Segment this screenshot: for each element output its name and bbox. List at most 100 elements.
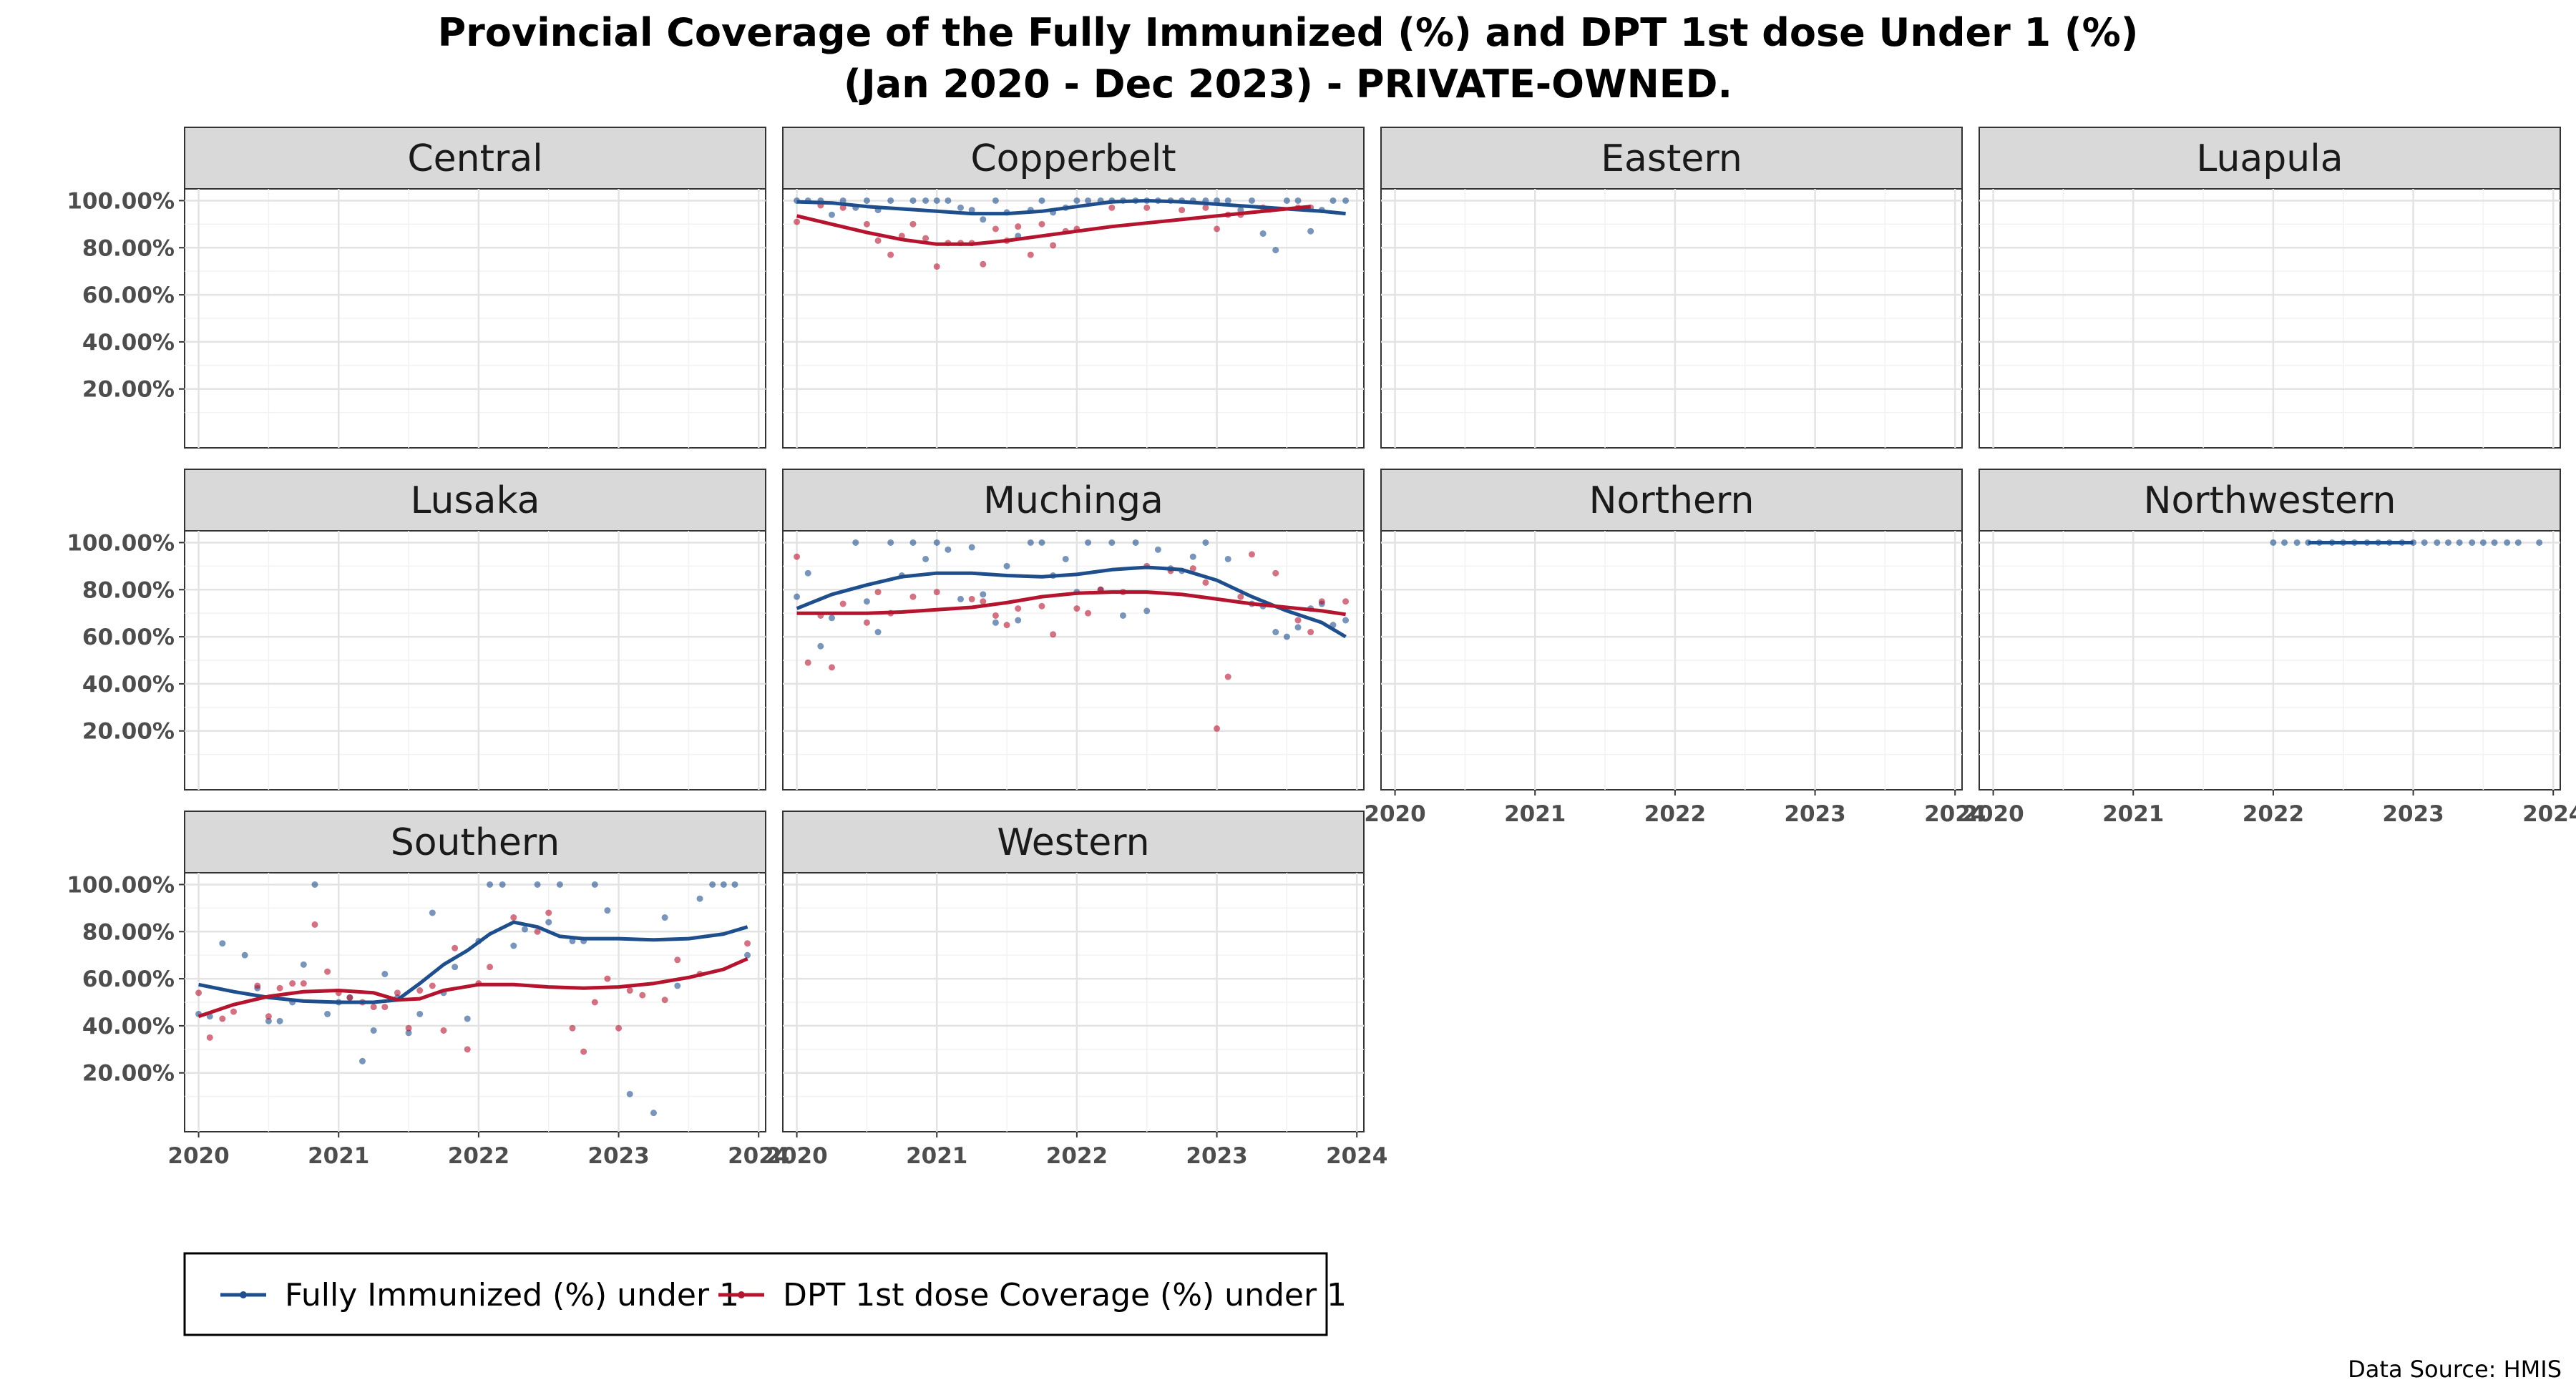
data-point-dpt-first-dose [874,237,882,244]
x-tick-label: 2022 [2243,801,2304,827]
x-tick-label: 2020 [766,1143,827,1169]
data-point-fully-immunized [661,914,668,921]
data-point-dpt-first-dose [874,589,882,596]
data-point-dpt-first-dose [744,940,751,947]
strip-western [782,811,1365,873]
data-point-fully-immunized [358,1057,366,1064]
data-point-dpt-first-dose [1224,673,1231,680]
data-point-dpt-first-dose [591,999,598,1006]
data-point-fully-immunized [863,598,870,605]
data-point-dpt-first-dose [230,1008,237,1015]
x-tick-label: 2022 [1046,1143,1108,1169]
panel-northern: Northern 2020 2021 2022 2023 2024 [1364,469,1986,827]
data-point-fully-immunized [1154,546,1161,553]
strip-label: Muchinga [983,479,1163,522]
x-tick-label: 2023 [587,1143,649,1169]
data-point-fully-immunized [1330,197,1337,204]
data-point-dpt-first-dose [1108,204,1116,211]
x-tick-label: 2024 [1924,801,1986,827]
y-tick-label: 60.00% [82,966,175,992]
data-point-dpt-first-dose [394,989,401,997]
data-point-dpt-first-dose [1237,593,1244,600]
data-point-fully-immunized [992,619,999,626]
data-point-dpt-first-dose [639,992,646,999]
data-point-dpt-first-dose [440,1027,447,1034]
data-point-fully-immunized [499,881,506,888]
panel-northwestern: Northwestern 2020 2021 2022 2023 2024 [1962,469,2576,827]
data-point-fully-immunized [817,642,824,650]
chart-title-line2: (Jan 2020 - Dec 2023) - PRIVATE-OWNED. [844,62,1732,107]
data-point-dpt-first-dose [933,589,940,596]
data-point-fully-immunized [2434,539,2441,546]
data-point-fully-immunized [2491,539,2498,546]
data-point-dpt-first-dose [416,987,424,994]
data-point-fully-immunized [604,907,611,914]
strip-northwestern [1979,469,2561,532]
data-point-dpt-first-dose [863,619,870,626]
data-point-dpt-first-dose [1214,225,1221,232]
data-point-fully-immunized [887,539,894,546]
data-point-fully-immunized [265,1017,272,1024]
y-tick-label: 60.00% [82,283,175,308]
panel-central: Central 20.00% 40.00% 60.00% 80.00% 100.00% [67,127,766,449]
panel-luapula: Luapula [1979,127,2561,449]
data-point-fully-immunized [1003,562,1010,569]
data-point-dpt-first-dose [381,1004,389,1011]
panel-copperbelt: Copperbelt [782,127,1365,449]
data-point-dpt-first-dose [1038,220,1045,227]
data-point-fully-immunized [1038,539,1045,546]
data-point-dpt-first-dose [405,1024,412,1032]
data-point-dpt-first-dose [615,1024,623,1032]
data-point-dpt-first-dose [487,964,494,971]
data-point-dpt-first-dose [324,968,331,975]
data-point-dpt-first-dose [839,204,847,211]
data-point-fully-immunized [650,1110,657,1117]
data-point-fully-immunized [2504,539,2511,546]
x-tick-label: 2022 [1644,801,1706,827]
y-tick-label: 20.00% [82,377,175,403]
data-point-dpt-first-dose [933,263,940,270]
trend-line-fully-immunized [796,565,1347,639]
data-point-dpt-first-dose [1202,204,1209,211]
trend-line-fully-immunized [796,199,1346,216]
data-point-fully-immunized [300,961,307,968]
data-point-dpt-first-dose [828,664,835,671]
data-point-dpt-first-dose [968,595,975,602]
data-point-fully-immunized [2444,539,2451,546]
data-point-fully-immunized [922,555,930,562]
strip-luapula [1979,127,2561,190]
data-point-fully-immunized [980,591,987,598]
strip-label: Western [997,821,1149,864]
data-point-dpt-first-dose [510,914,517,921]
data-point-fully-immunized [1248,197,1255,204]
panel-eastern: Eastern [1380,127,1963,449]
data-point-fully-immunized [464,1015,471,1022]
strip-muchinga [782,469,1365,532]
data-point-fully-immunized [1294,197,1302,204]
y-tick-label: 100.00% [67,188,175,214]
data-point-fully-immunized [957,204,964,211]
data-point-fully-immunized [311,881,318,888]
panel-western: Western 2020 2021 2022 2023 2024 [766,811,1387,1169]
data-point-fully-immunized [381,971,389,978]
y-tick-label: 40.00% [82,672,175,698]
data-point-fully-immunized [1073,197,1080,204]
data-point-dpt-first-dose [1294,617,1302,624]
data-point-dpt-first-dose [195,989,203,997]
data-point-fully-immunized [874,629,882,636]
data-point-fully-immunized [1085,197,1092,204]
data-point-dpt-first-dose [863,220,870,227]
data-point-fully-immunized [1108,539,1116,546]
data-point-fully-immunized [2469,539,2476,546]
data-point-dpt-first-dose [580,1048,587,1055]
x-tick-label: 2024 [728,1143,789,1169]
y-tick-label: 40.00% [82,330,175,356]
data-point-fully-immunized [241,951,248,959]
data-point-dpt-first-dose [922,235,930,242]
data-point-fully-immunized [626,1090,633,1097]
data-point-dpt-first-dose [909,593,917,600]
data-point-fully-immunized [534,881,541,888]
trend-line-dpt-first-dose [796,590,1346,617]
data-point-fully-immunized [1015,617,1022,624]
panel-lusaka: Lusaka 20.00% 40.00% 60.00% 80.00% 100.00% [67,469,766,790]
